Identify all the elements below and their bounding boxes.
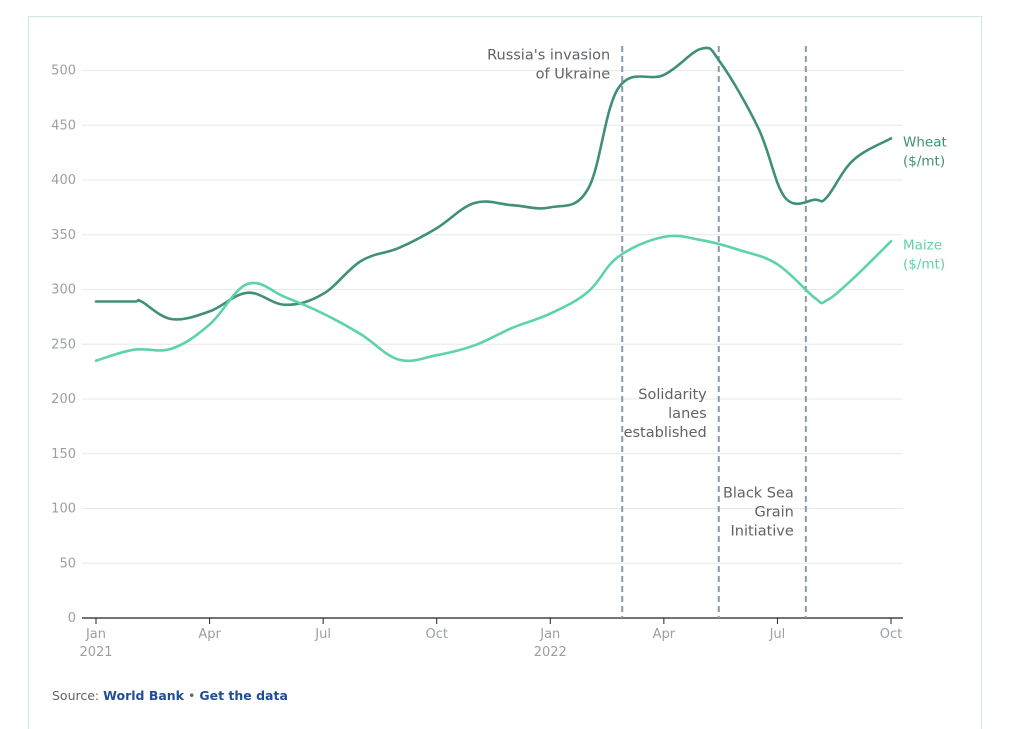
chart-card	[28, 16, 982, 729]
y-tick-label: 100	[51, 502, 76, 517]
maize-series-name: Maize	[903, 237, 942, 253]
annotation-label: of Ukraine	[536, 67, 611, 83]
x-tick-label: Jan	[85, 627, 106, 642]
source-prefix: Source:	[52, 688, 100, 703]
x-tick-label: Oct	[425, 627, 447, 642]
x-tick-label: Jan	[539, 627, 560, 642]
annotation-label: established	[624, 425, 707, 441]
x-tick-label: Apr	[653, 627, 676, 642]
annotation-label: lanes	[668, 406, 707, 422]
y-tick-label: 400	[51, 173, 76, 188]
x-tick-year-label: 2022	[534, 645, 567, 660]
maize-series-unit: ($/mt)	[903, 256, 945, 272]
annotations: Russia's invasion of Ukraine Solidarity lan…	[487, 46, 807, 618]
get-the-data-link[interactable]: Get the data	[199, 688, 288, 703]
y-tick-label: 450	[51, 118, 76, 133]
annotation-label: Black Sea	[723, 486, 794, 502]
x-axis-ticks: Jan 2021 Apr Jul Oct Jan 2022 Apr Jul Oct	[79, 618, 902, 660]
y-axis-ticks: 0 50 100 150 200 250 300 350 400 450 500	[51, 64, 76, 627]
y-tick-label: 350	[51, 228, 76, 243]
series-lines	[94, 46, 893, 363]
y-tick-label: 150	[51, 447, 76, 462]
source-separator: •	[187, 688, 196, 703]
wheat-series-name: Wheat	[903, 134, 947, 150]
x-tick-label: Apr	[198, 627, 221, 642]
gridlines	[82, 70, 903, 619]
y-tick-label: 300	[51, 283, 76, 298]
annotation-label: Russia's invasion	[487, 48, 610, 64]
x-tick-label: Oct	[880, 627, 902, 642]
x-tick-label: Jul	[769, 627, 786, 642]
x-tick-year-label: 2021	[79, 645, 112, 660]
y-tick-label: 500	[51, 64, 76, 79]
y-tick-label: 50	[59, 556, 76, 571]
annotation-label: Initiative	[731, 524, 794, 540]
maize-line	[94, 234, 893, 363]
world-bank-link[interactable]: World Bank	[103, 688, 184, 703]
x-tick-label: Jul	[314, 627, 331, 642]
y-tick-label: 0	[68, 611, 76, 626]
annotation-label: Solidarity	[638, 387, 707, 403]
y-tick-label: 200	[51, 392, 76, 407]
annotation-label: Grain	[755, 505, 794, 521]
source-line: Source: World Bank • Get the data	[52, 688, 288, 703]
wheat-series-unit: ($/mt)	[903, 153, 945, 169]
series-labels: Wheat ($/mt) Maize ($/mt)	[903, 134, 947, 272]
y-tick-label: 250	[51, 337, 76, 352]
wheat-line	[94, 46, 893, 321]
